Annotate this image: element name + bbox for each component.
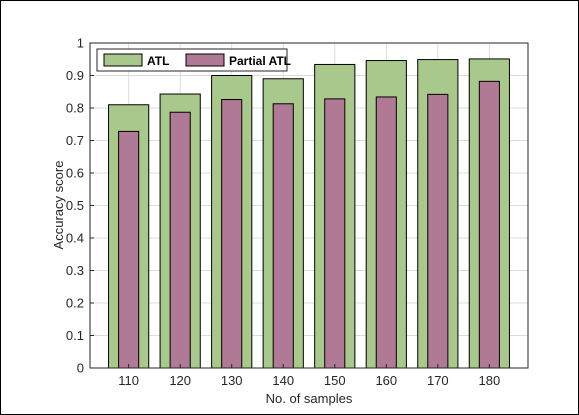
x-tick-label: 170 [427,373,449,388]
y-tick-label: 0.1 [66,328,84,343]
y-axis-title: Accuracy score [51,161,66,250]
y-tick-label: 1 [77,36,84,51]
y-tick-label: 0.3 [66,263,84,278]
x-tick-label: 130 [221,373,243,388]
bar-partial-atl [169,111,191,369]
bar-partial-atl [324,98,346,369]
x-tick-label: 180 [479,373,501,388]
x-tick-label: 150 [324,373,346,388]
bar-partial-atl [221,99,243,369]
x-axis-ticks: 110 120 130 140 150 160 170 180 [118,364,500,388]
y-tick-label: 0.9 [66,68,84,83]
y-tick-label: 0.6 [66,166,84,181]
x-tick-label: 120 [169,373,191,388]
legend: ATL Partial ATL [96,48,291,72]
y-tick-label: 0.2 [66,296,84,311]
y-tick-label: 0.7 [66,133,84,148]
bar-partial-atl [478,80,500,369]
bar-partial-atl [272,103,294,369]
legend-swatch-partial-atl [185,53,225,67]
y-tick-label: 0.8 [66,101,84,116]
legend-label-atl: ATL [147,54,169,68]
x-tick-label: 110 [118,373,139,388]
legend-label-partial-atl: Partial ATL [229,54,291,68]
bar-partial-atl [118,130,140,369]
x-tick-label: 160 [375,373,397,388]
y-tick-label: 0 [77,361,84,376]
x-tick-label: 140 [272,373,294,388]
x-axis-title: No. of samples [266,391,353,406]
bars [108,58,510,369]
bar-partial-atl [375,96,397,369]
y-tick-label: 0.5 [66,198,84,213]
y-axis-ticks: 0 0.1 0.2 0.3 0.4 0.5 0.6 0.7 0.8 0.9 1 [66,36,94,376]
y-tick-label: 0.4 [66,231,84,246]
bar-partial-atl [427,93,449,369]
legend-swatch-atl [103,53,143,67]
